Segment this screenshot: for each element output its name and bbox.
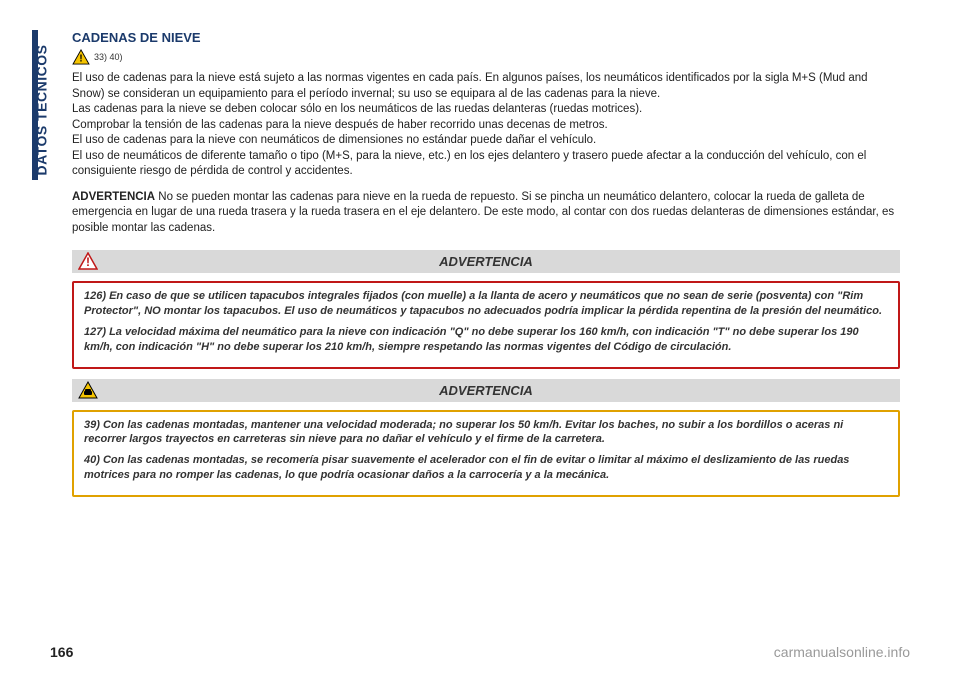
svg-text:!: !	[86, 255, 90, 269]
advertencia-text: No se pueden montar las cadenas para nie…	[72, 191, 894, 234]
svg-text:!: !	[79, 53, 82, 64]
page-content: CADENAS DE NIEVE ! 33) 40) El uso de cad…	[72, 30, 900, 497]
paragraph-4: El uso de cadenas para la nieve con neum…	[72, 134, 596, 146]
side-tab-label: DATOS TÉCNICOS	[33, 45, 49, 176]
page-number: 166	[50, 644, 73, 660]
footer-source-link: carmanualsonline.info	[774, 644, 910, 660]
red-note-1: 126) En caso de que se utilicen tapacubo…	[84, 289, 888, 319]
yellow-panel-header-text: ADVERTENCIA	[439, 383, 533, 398]
paragraph-2: Las cadenas para la nieve se deben coloc…	[72, 103, 642, 115]
red-panel-header: ! ADVERTENCIA	[72, 250, 900, 273]
caution-car-icon	[78, 381, 98, 404]
section-icon-row: ! 33) 40)	[72, 49, 900, 65]
warning-triangle-icon: !	[72, 49, 90, 65]
red-warning-panel: 126) En caso de que se utilicen tapacubo…	[72, 281, 900, 368]
yellow-panel-header: ADVERTENCIA	[72, 379, 900, 402]
paragraph-3: Comprobar la tensión de las cadenas para…	[72, 119, 608, 131]
advertencia-note: ADVERTENCIA No se pueden montar las cade…	[72, 190, 900, 237]
body-paragraphs: El uso de cadenas para la nieve está suj…	[72, 71, 900, 180]
warning-bang-icon: !	[78, 252, 98, 275]
red-note-2: 127) La velocidad máxima del neumático p…	[84, 325, 888, 355]
advertencia-lead: ADVERTENCIA	[72, 191, 155, 203]
yellow-warning-panel: 39) Con las cadenas montadas, mantener u…	[72, 410, 900, 497]
yellow-note-2: 40) Con las cadenas montadas, se recomer…	[84, 453, 888, 483]
section-side-tab: DATOS TÉCNICOS	[32, 30, 60, 180]
paragraph-5: El uso de neumáticos de diferente tamaño…	[72, 150, 866, 178]
red-panel-header-text: ADVERTENCIA	[439, 254, 533, 269]
manual-page: DATOS TÉCNICOS CADENAS DE NIEVE ! 33) 40…	[50, 30, 910, 648]
yellow-note-1: 39) Con las cadenas montadas, mantener u…	[84, 418, 888, 448]
paragraph-1: El uso de cadenas para la nieve está suj…	[72, 72, 868, 100]
section-title: CADENAS DE NIEVE	[72, 30, 900, 45]
section-ref-numbers: 33) 40)	[94, 52, 123, 62]
